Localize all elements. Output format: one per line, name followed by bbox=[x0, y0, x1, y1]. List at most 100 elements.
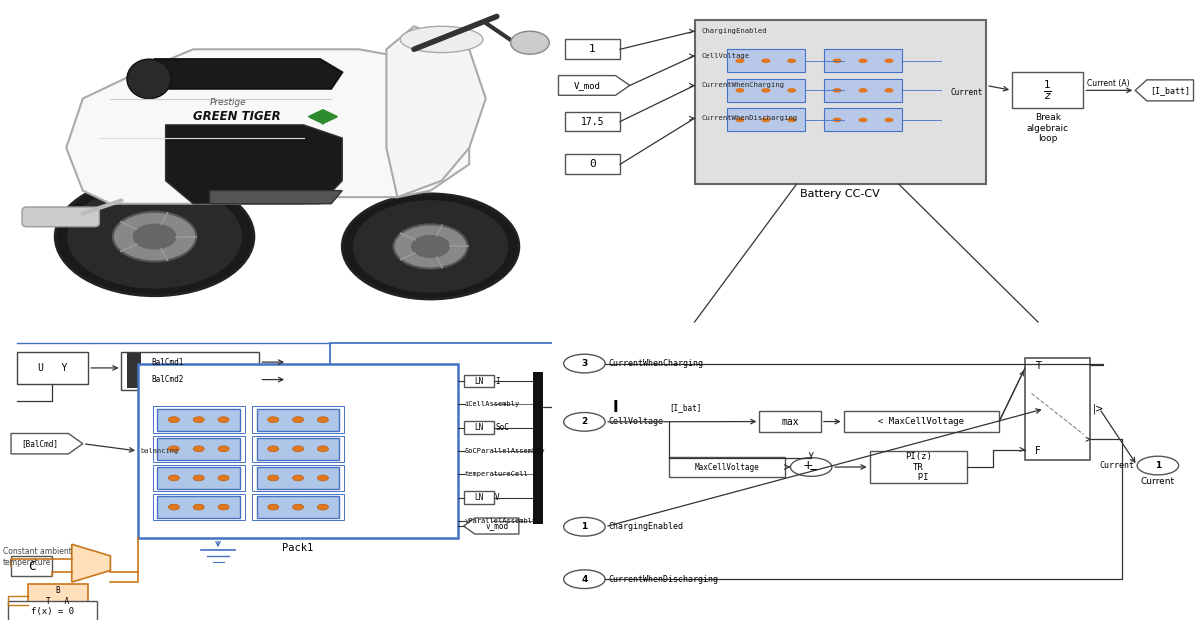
Circle shape bbox=[412, 235, 450, 258]
FancyBboxPatch shape bbox=[1012, 73, 1084, 108]
Polygon shape bbox=[386, 26, 486, 197]
Text: U   Y: U Y bbox=[37, 363, 67, 373]
Circle shape bbox=[318, 504, 329, 510]
Circle shape bbox=[858, 118, 868, 122]
FancyBboxPatch shape bbox=[727, 108, 805, 131]
Circle shape bbox=[564, 518, 605, 536]
Circle shape bbox=[564, 570, 605, 588]
FancyBboxPatch shape bbox=[565, 154, 620, 174]
Text: CurrentWhenCharging: CurrentWhenCharging bbox=[608, 359, 703, 368]
Circle shape bbox=[293, 446, 304, 452]
Text: −: − bbox=[809, 463, 820, 476]
Text: 1: 1 bbox=[589, 44, 596, 55]
Circle shape bbox=[1138, 456, 1178, 475]
Circle shape bbox=[761, 58, 770, 63]
FancyBboxPatch shape bbox=[138, 363, 458, 538]
Circle shape bbox=[318, 417, 329, 423]
FancyBboxPatch shape bbox=[463, 421, 494, 434]
Polygon shape bbox=[463, 518, 518, 534]
Text: B
T   A: B T A bbox=[47, 587, 70, 606]
FancyBboxPatch shape bbox=[727, 49, 805, 73]
FancyBboxPatch shape bbox=[844, 411, 1000, 432]
Text: $\frac{1}{z}$: $\frac{1}{z}$ bbox=[1043, 79, 1052, 102]
Polygon shape bbox=[166, 125, 342, 204]
Text: I: I bbox=[496, 376, 499, 386]
FancyBboxPatch shape bbox=[157, 438, 240, 460]
Text: Current: Current bbox=[950, 87, 983, 97]
FancyBboxPatch shape bbox=[17, 352, 89, 384]
FancyBboxPatch shape bbox=[11, 556, 53, 577]
FancyBboxPatch shape bbox=[463, 374, 494, 388]
Circle shape bbox=[218, 446, 229, 452]
Text: Break
algebraic
loop: Break algebraic loop bbox=[1027, 113, 1069, 143]
Circle shape bbox=[884, 88, 894, 92]
Circle shape bbox=[268, 504, 278, 510]
Text: |>: |> bbox=[1093, 404, 1104, 414]
Circle shape bbox=[833, 118, 841, 122]
Text: MaxCellVoltage: MaxCellVoltage bbox=[695, 463, 760, 472]
Circle shape bbox=[884, 118, 894, 122]
Circle shape bbox=[761, 88, 770, 92]
Text: 1: 1 bbox=[581, 522, 588, 531]
Text: 4: 4 bbox=[581, 575, 588, 583]
Circle shape bbox=[833, 58, 841, 63]
Circle shape bbox=[510, 31, 550, 54]
FancyBboxPatch shape bbox=[121, 352, 259, 390]
Circle shape bbox=[293, 475, 304, 481]
Text: ChargingEnabled: ChargingEnabled bbox=[701, 29, 767, 34]
Circle shape bbox=[394, 224, 468, 268]
Text: CurrentWhenDischarging: CurrentWhenDischarging bbox=[608, 575, 719, 583]
Circle shape bbox=[193, 504, 204, 510]
Text: V_mod: V_mod bbox=[574, 81, 600, 90]
Text: < MaxCellVoltage: < MaxCellVoltage bbox=[878, 417, 965, 426]
Text: 0: 0 bbox=[589, 159, 596, 169]
FancyBboxPatch shape bbox=[668, 457, 785, 477]
Circle shape bbox=[113, 212, 197, 262]
Text: CurrentWhenCharging: CurrentWhenCharging bbox=[701, 82, 784, 89]
Circle shape bbox=[736, 58, 744, 63]
Text: I: I bbox=[613, 400, 618, 415]
Text: Prestige: Prestige bbox=[210, 98, 246, 107]
FancyBboxPatch shape bbox=[695, 20, 986, 184]
Text: v_mod: v_mod bbox=[485, 521, 509, 531]
Polygon shape bbox=[138, 59, 342, 89]
Text: 1: 1 bbox=[1154, 461, 1162, 470]
FancyBboxPatch shape bbox=[257, 409, 340, 430]
Text: BalCmd2: BalCmd2 bbox=[152, 375, 184, 384]
Polygon shape bbox=[66, 49, 469, 204]
FancyBboxPatch shape bbox=[824, 79, 902, 102]
Circle shape bbox=[218, 475, 229, 481]
Text: F: F bbox=[1034, 446, 1040, 456]
Circle shape bbox=[787, 118, 797, 122]
FancyBboxPatch shape bbox=[565, 40, 620, 59]
FancyBboxPatch shape bbox=[1025, 358, 1090, 460]
FancyBboxPatch shape bbox=[22, 207, 100, 227]
Circle shape bbox=[193, 475, 204, 481]
Circle shape bbox=[268, 475, 278, 481]
FancyBboxPatch shape bbox=[824, 49, 902, 73]
FancyBboxPatch shape bbox=[127, 353, 140, 388]
Polygon shape bbox=[11, 433, 83, 454]
Text: V: V bbox=[496, 493, 499, 502]
FancyBboxPatch shape bbox=[565, 112, 620, 131]
Polygon shape bbox=[649, 399, 709, 415]
Circle shape bbox=[318, 475, 329, 481]
Text: vParallelAssembly: vParallelAssembly bbox=[464, 518, 538, 524]
Circle shape bbox=[736, 88, 744, 92]
Circle shape bbox=[588, 392, 643, 422]
Text: C: C bbox=[28, 560, 36, 573]
Text: iCellAssembly: iCellAssembly bbox=[464, 401, 520, 407]
Text: CellVoltage: CellVoltage bbox=[608, 417, 664, 427]
Text: Pack1: Pack1 bbox=[282, 542, 313, 553]
Circle shape bbox=[168, 417, 180, 423]
Circle shape bbox=[564, 412, 605, 431]
Text: T: T bbox=[1034, 361, 1040, 371]
Circle shape bbox=[791, 458, 832, 476]
Circle shape bbox=[761, 118, 770, 122]
FancyBboxPatch shape bbox=[824, 108, 902, 131]
FancyBboxPatch shape bbox=[28, 583, 89, 608]
Circle shape bbox=[833, 88, 841, 92]
Text: PI(z)
TR
  PI: PI(z) TR PI bbox=[905, 452, 931, 482]
Circle shape bbox=[884, 58, 894, 63]
Text: LN: LN bbox=[474, 423, 484, 432]
